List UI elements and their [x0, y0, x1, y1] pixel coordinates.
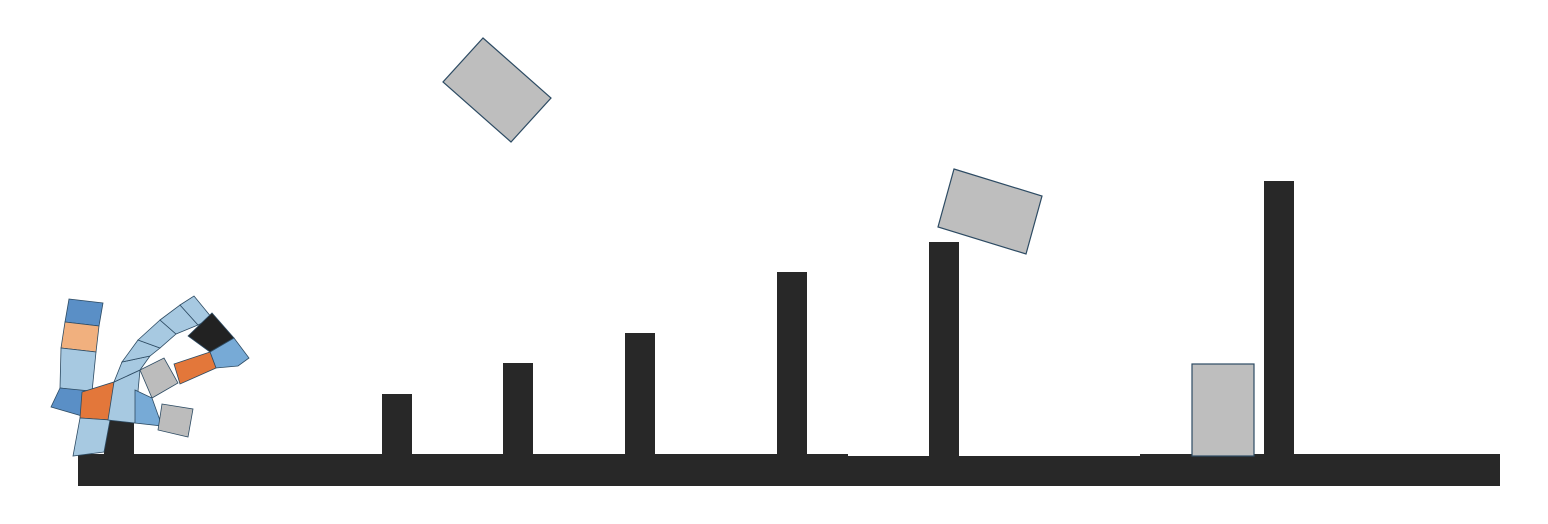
resting-box[interactable] — [1191, 363, 1255, 457]
ground-segment — [1140, 454, 1500, 486]
creature-left-limb — [50, 298, 104, 417]
creature-segment — [64, 298, 104, 327]
pillar — [929, 242, 959, 458]
creature[interactable] — [50, 295, 250, 457]
pillar — [1264, 181, 1294, 456]
pillar — [503, 363, 533, 456]
boxes — [442, 37, 1255, 457]
creature-segment — [72, 417, 111, 457]
creature-body — [72, 357, 194, 457]
creature-segment — [157, 403, 194, 438]
creature-segment — [173, 351, 217, 385]
ground-segment — [848, 456, 1140, 486]
creature-segment — [139, 357, 179, 399]
creature-segment — [59, 347, 97, 393]
creature-arch-limb — [113, 295, 250, 385]
pillar — [382, 394, 412, 456]
creature-segment — [60, 321, 100, 353]
pillar — [625, 333, 655, 456]
falling-box[interactable] — [442, 37, 552, 143]
pillar — [777, 272, 807, 456]
ground-segment — [78, 454, 848, 486]
pillars — [104, 181, 1294, 458]
creature-segment — [134, 389, 163, 427]
falling-box[interactable] — [937, 168, 1043, 255]
terrain — [78, 454, 1500, 486]
